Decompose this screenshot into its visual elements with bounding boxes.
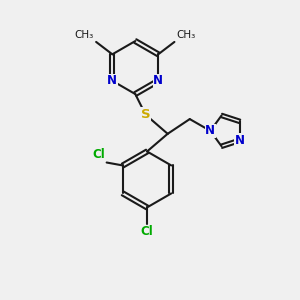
Text: N: N [206, 124, 215, 137]
Text: N: N [107, 74, 117, 87]
Text: N: N [153, 74, 163, 87]
Text: S: S [141, 108, 150, 121]
Text: CH₃: CH₃ [177, 31, 196, 40]
Text: Cl: Cl [141, 225, 153, 238]
Text: Cl: Cl [92, 148, 105, 161]
Text: N: N [235, 134, 245, 147]
Text: CH₃: CH₃ [74, 31, 94, 40]
